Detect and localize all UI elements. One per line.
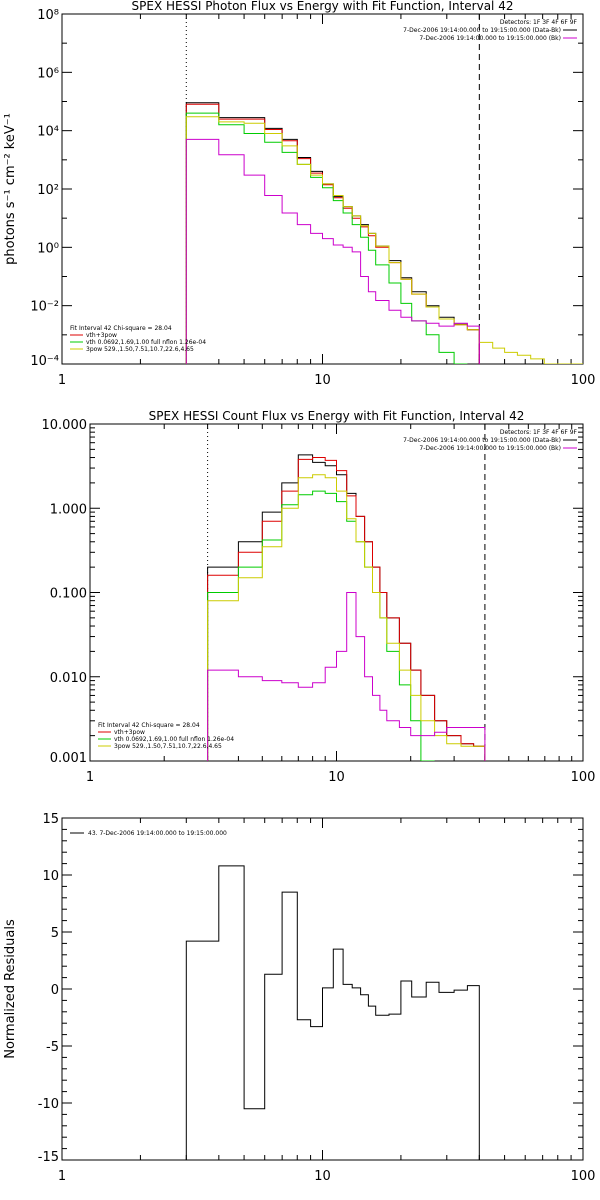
y-tick-label: 10⁶ — [37, 66, 59, 81]
y-tick-label: 10⁸ — [37, 8, 59, 23]
x-tick-label: 1 — [58, 373, 66, 388]
y-tick-label: 10.000 — [42, 418, 88, 433]
panel-1: SPEX HESSI Photon Flux vs Energy with Fi… — [3, 0, 595, 388]
fit-legend-entry: Fit Interval 42 Chi-square = 28.04 — [70, 325, 172, 332]
panel-2: SPEX HESSI Count Flux vs Energy with Fit… — [42, 409, 596, 785]
data-series-2 — [207, 457, 486, 761]
data-series-3 — [207, 490, 435, 761]
x-tick-label: 1 — [58, 1169, 66, 1184]
x-tick-label: 10 — [314, 373, 331, 388]
legend-entry: 43. 7-Dec-2006 19:14:00.000 to 19:15:00.… — [88, 830, 227, 837]
legend-entry: Detectors: 1F 3F 4F 6F 9F — [500, 429, 578, 436]
fit-legend-entry: 3pow 529.,1.50,7.51,10.7,22.6,4.65 — [86, 346, 194, 353]
y-tick-label: 10² — [37, 183, 59, 198]
y-tick-label: 10⁴ — [37, 125, 59, 140]
y-tick-label: 10⁻⁴ — [30, 354, 59, 369]
y-tick-label: 0.001 — [50, 751, 87, 766]
y-tick-label: -10 — [38, 1097, 59, 1112]
y-tick-label: 10 — [42, 869, 59, 884]
data-series-1 — [185, 865, 480, 1160]
data-series-2 — [185, 103, 480, 364]
fit-legend-entry: 3pow 529.,1.50,7.51,10.7,22.6,4.65 — [114, 743, 222, 750]
chart-title: SPEX HESSI Photon Flux vs Energy with Fi… — [132, 0, 514, 13]
fit-legend-entry: vth 0.0692,1.69,1.00 full nflon 1.26e-04 — [86, 339, 206, 346]
y-tick-label: 0.010 — [50, 671, 87, 686]
data-series-5 — [207, 592, 486, 761]
y-tick-label: 0.100 — [50, 587, 87, 602]
x-tick-label: 100 — [571, 373, 596, 388]
panel-3: 1 10 100 -15 -10 -5 0 5 10 15 Normalized Residuals… — [3, 812, 595, 1184]
legend-entry: 7-Dec-2006 19:14:00.000 to 19:15:00.000 … — [419, 35, 561, 42]
y-tick-label: -15 — [38, 1150, 59, 1165]
y-tick-label: 0 — [51, 983, 59, 998]
y-tick-label: 1.000 — [50, 502, 87, 517]
fit-legend-entry: vth+3pow — [114, 729, 145, 736]
fit-legend-entry: vth 0.0692,1.69,1.00 full nflon 1.26e-04 — [114, 736, 234, 743]
fit-legend-entry: Fit Interval 42 Chi-square = 28.04 — [98, 722, 200, 729]
x-tick-label: 100 — [571, 1169, 596, 1184]
x-tick-label: 1 — [86, 770, 94, 785]
data-series-1 — [185, 102, 480, 364]
y-tick-label: 5 — [51, 926, 59, 941]
y-tick-label: 10⁰ — [37, 241, 59, 256]
legend-entry: 7-Dec-2006 19:14:00.000 to 19:15:00.000 … — [403, 437, 561, 444]
x-tick-label: 100 — [571, 770, 596, 785]
y-axis-label: photons s⁻¹ cm⁻² keV⁻¹ — [3, 113, 18, 265]
data-series-5 — [185, 138, 480, 364]
fit-legend-entry: vth+3pow — [86, 332, 117, 339]
legend-entry: 7-Dec-2006 19:14:00.000 to 19:15:00.000 … — [419, 445, 561, 452]
legend-entry: Detectors: 1F 3F 4F 6F 9F — [500, 19, 578, 26]
y-axis-label: Normalized Residuals — [3, 919, 18, 1059]
x-tick-label: 10 — [328, 770, 345, 785]
y-tick-label: 10⁻² — [30, 300, 59, 315]
y-tick-label: 15 — [42, 812, 59, 827]
legend-entry: 7-Dec-2006 19:14:00.000 to 19:15:00.000 … — [403, 27, 561, 34]
data-series-4 — [185, 116, 583, 364]
x-tick-label: 10 — [314, 1169, 331, 1184]
plot-frame — [61, 13, 584, 365]
chart-title: SPEX HESSI Count Flux vs Energy with Fit… — [149, 409, 525, 423]
y-tick-label: -5 — [46, 1040, 59, 1055]
